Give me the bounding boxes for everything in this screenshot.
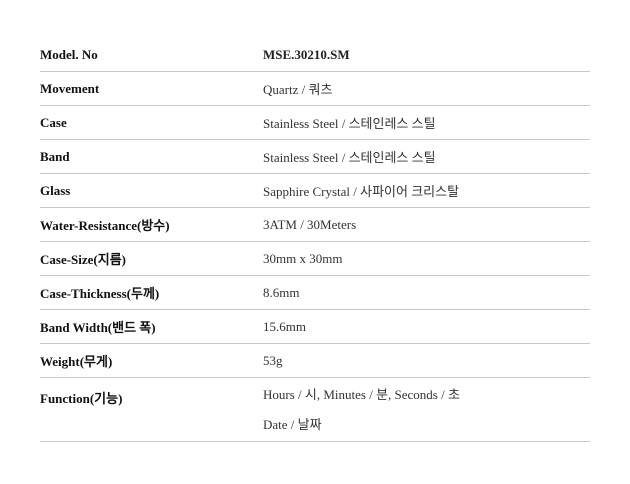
spec-row-band: Band Stainless Steel / 스테인레스 스틸 (40, 140, 590, 174)
spec-value-line: Date / 날짜 (263, 417, 322, 432)
spec-row-glass: Glass Sapphire Crystal / 사파이어 크리스탈 (40, 174, 590, 208)
spec-label: Case-Thickness(두께) (40, 286, 160, 301)
spec-value-line: Hours / 시, Minutes / 분, Seconds / 초 (263, 387, 460, 402)
spec-row-weight: Weight(무게) 53g (40, 344, 590, 378)
spec-value: 8.6mm (263, 284, 300, 300)
spec-label: Model. No (40, 46, 98, 62)
spec-value: 30mm x 30mm (263, 250, 343, 266)
spec-label: Weight(무게) (40, 354, 113, 369)
spec-label: Band Width(밴드 폭) (40, 320, 156, 335)
spec-row-case-thickness: Case-Thickness(두께) 8.6mm (40, 276, 590, 310)
spec-label: Water-Resistance(방수) (40, 218, 170, 233)
spec-value: MSE.30210.SM (263, 46, 350, 62)
spec-value: 53g (263, 352, 283, 368)
spec-table: Model. No MSE.30210.SM Movement Quartz / 쿼… (40, 38, 590, 442)
spec-label: Case (40, 114, 67, 130)
spec-value: Stainless Steel / 스테인레스 스틸 (263, 116, 436, 131)
spec-row-movement: Movement Quartz / 쿼츠 (40, 72, 590, 106)
spec-label: Case-Size(지름) (40, 252, 127, 267)
spec-row-model: Model. No MSE.30210.SM (40, 38, 590, 72)
spec-value: Quartz / 쿼츠 (263, 82, 333, 97)
spec-row-band-width: Band Width(밴드 폭) 15.6mm (40, 310, 590, 344)
spec-label: Movement (40, 80, 100, 96)
spec-row-function: Function(기능) Hours / 시, Minutes / 분, Seco… (40, 378, 590, 442)
spec-row-case-size: Case-Size(지름) 30mm x 30mm (40, 242, 590, 276)
spec-label: Glass (40, 182, 71, 198)
spec-value: 15.6mm (263, 318, 306, 334)
spec-row-case: Case Stainless Steel / 스테인레스 스틸 (40, 106, 590, 140)
spec-value: 3ATM / 30Meters (263, 216, 357, 232)
spec-value: Stainless Steel / 스테인레스 스틸 (263, 150, 436, 165)
spec-value: Sapphire Crystal / 사파이어 크리스탈 (263, 184, 460, 199)
spec-row-water-resistance: Water-Resistance(방수) 3ATM / 30Meters (40, 208, 590, 242)
spec-label: Band (40, 148, 70, 164)
spec-value: Hours / 시, Minutes / 분, Seconds / 초 Date … (263, 370, 460, 440)
spec-label: Function(기능) (40, 391, 123, 406)
